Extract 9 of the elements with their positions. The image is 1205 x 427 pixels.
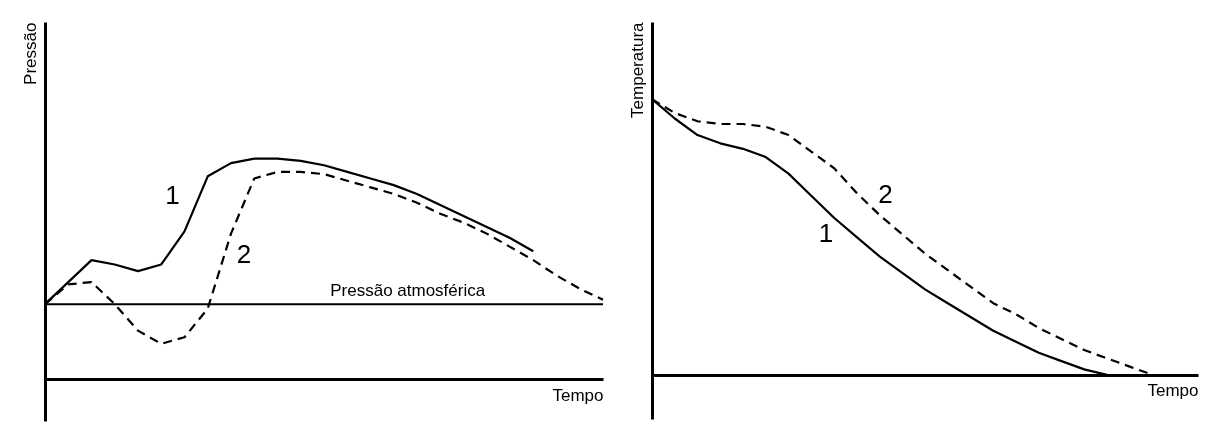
ref-line-label: Pressão atmosférica — [330, 281, 486, 301]
x-axis-title: Tempo — [1147, 381, 1199, 401]
y-axis-title: Temperatura — [627, 21, 647, 118]
series-label: 2 — [878, 178, 893, 209]
x-axis-title: Tempo — [552, 385, 604, 405]
series-label: 2 — [236, 238, 252, 269]
series-label: 1 — [165, 180, 180, 211]
y-axis-title: Pressão — [20, 22, 40, 85]
series-label: 1 — [818, 217, 834, 248]
